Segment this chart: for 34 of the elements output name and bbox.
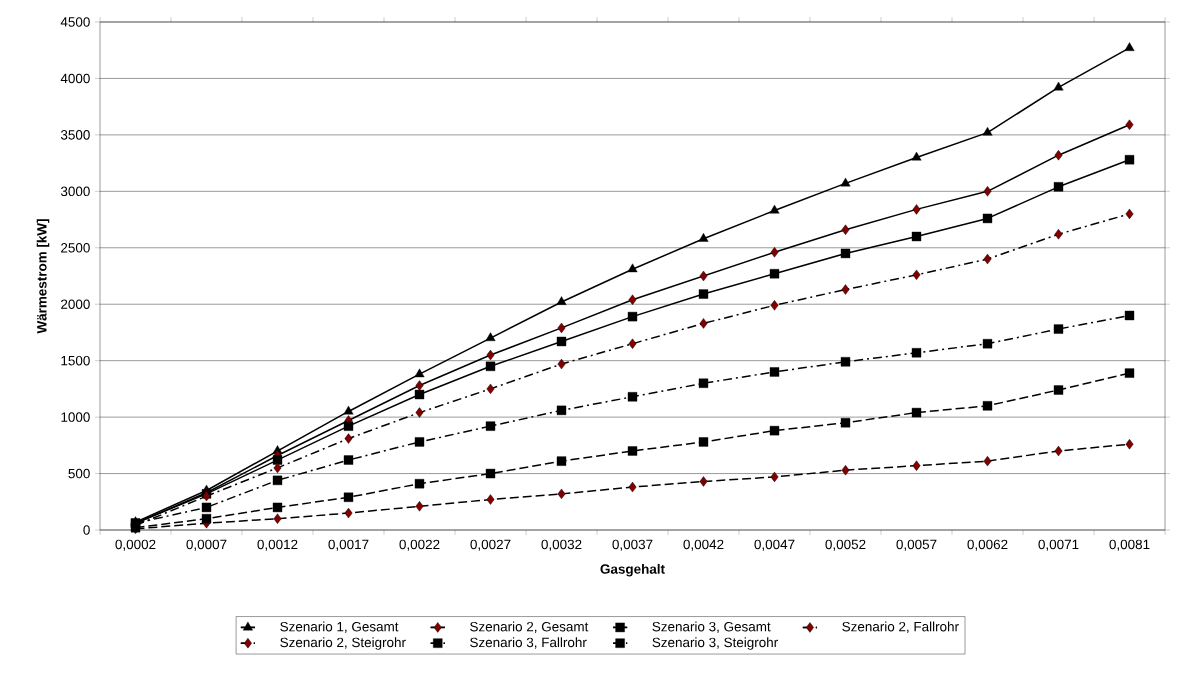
x-tick-label: 0,0071 — [1038, 539, 1079, 551]
x-tick-label: 0,0042 — [683, 539, 724, 551]
y-tick-label: 4500 — [60, 17, 90, 27]
legend-label: Szenario 2, Fallrohr — [842, 621, 959, 633]
y-tick-label: 4000 — [60, 73, 90, 84]
x-tick-label: 0,0017 — [328, 539, 369, 551]
y-tick-label: 0 — [83, 525, 90, 535]
legend-label: Szenario 2, Steigrohr — [280, 637, 406, 650]
y-tick-label: 1500 — [61, 355, 90, 366]
y-axis-title: Wärmestrom [kW] — [36, 219, 50, 334]
x-tick-label: 0,0081 — [1109, 539, 1150, 551]
x-tick-label: 0,0052 — [825, 539, 866, 551]
x-tick-label: 0,0032 — [541, 539, 582, 551]
x-tick-label: 0,0037 — [612, 539, 653, 551]
x-tick-label: 0,0007 — [186, 539, 227, 551]
y-tick-label: 2500 — [61, 243, 90, 253]
legend-label: Szenario 3, Gesamt — [652, 621, 771, 633]
x-tick-label: 0,0062 — [967, 539, 1008, 551]
x-tick-label: 0,0057 — [896, 539, 937, 551]
y-tick-label: 2000 — [61, 299, 90, 309]
x-axis-title: Gasgehalt — [600, 563, 665, 577]
legend-label: Szenario 2, Gesamt — [470, 621, 589, 633]
legend-label: Szenario 1, Gesamt — [280, 621, 399, 633]
x-tick-label: 0,0047 — [754, 539, 795, 551]
legend-label: Szenario 3, Steigrohr — [652, 637, 778, 650]
x-tick-label: 0,0002 — [115, 539, 156, 551]
y-tick-label: 3000 — [60, 186, 90, 197]
x-tick-label: 0,0027 — [470, 539, 511, 551]
legend-label: Szenario 3, Fallrohr — [470, 637, 587, 649]
y-tick-label: 3500 — [60, 130, 90, 140]
x-tick-label: 0,0022 — [399, 539, 440, 551]
y-tick-label: 500 — [68, 468, 90, 479]
y-tick-label: 1000 — [61, 412, 90, 422]
x-tick-label: 0,0012 — [257, 539, 298, 551]
